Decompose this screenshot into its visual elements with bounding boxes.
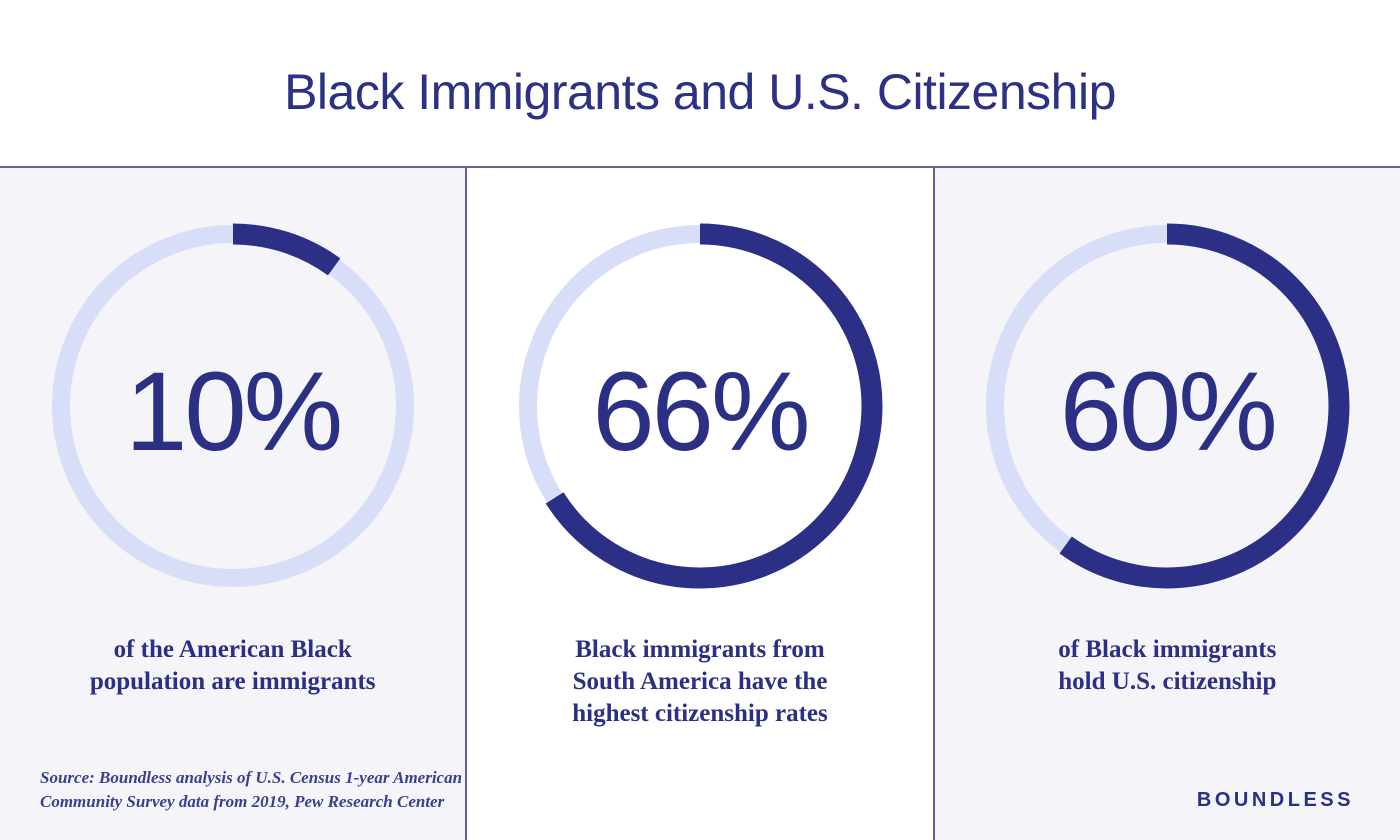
- caption-line: of Black immigrants: [1058, 636, 1277, 663]
- stat-panel-citizenship: 60% of Black immigrants hold U.S. citize…: [932, 168, 1400, 840]
- caption-line: Black immigrants from: [575, 636, 825, 663]
- percent-label: 60%: [1059, 348, 1278, 474]
- caption-line: hold U.S. citizenship: [1058, 668, 1277, 695]
- source-note: Source: Boundless analysis of U.S. Censu…: [40, 766, 462, 814]
- caption-line: highest citizenship rates: [572, 700, 828, 727]
- stat-caption: Black immigrants from South America have…: [572, 634, 828, 730]
- donut-value-arc: [517, 223, 883, 589]
- donut-chart-svg: [517, 223, 883, 589]
- source-line: Community Survey data from 2019, Pew Res…: [40, 792, 445, 811]
- header: Black Immigrants and U.S. Citizenship: [0, 0, 1400, 168]
- caption-line: South America have the: [572, 668, 828, 695]
- page-title: Black Immigrants and U.S. Citizenship: [284, 64, 1116, 120]
- stat-panel-immigrant-share: 10% of the American Black population are…: [0, 168, 466, 840]
- donut-value-arc: [984, 223, 1350, 589]
- boundless-logo: BOUNDLESS: [1196, 789, 1354, 811]
- stats-row: 10% of the American Black population are…: [0, 168, 1400, 840]
- stat-caption: of the American Black population are imm…: [90, 634, 376, 698]
- caption-line: population are immigrants: [89, 668, 376, 695]
- donut-chart-10-percent: 10%: [43, 216, 423, 596]
- donut-chart-66-percent: 66%: [510, 216, 890, 596]
- source-line: Source: Boundless analysis of U.S. Censu…: [40, 768, 463, 787]
- donut-chart-svg: [984, 223, 1350, 589]
- caption-line: of the American Black: [113, 636, 352, 663]
- stat-panel-south-america: 66% Black immigrants from South America …: [465, 168, 933, 840]
- donut-value-arc: [50, 223, 416, 589]
- percent-label: 10%: [125, 348, 343, 474]
- percent-label: 66%: [592, 348, 810, 474]
- donut-chart-svg: [50, 223, 416, 589]
- donut-chart-60-percent: 60%: [977, 216, 1357, 596]
- stat-caption: of Black immigrants hold U.S. citizenshi…: [1058, 634, 1276, 698]
